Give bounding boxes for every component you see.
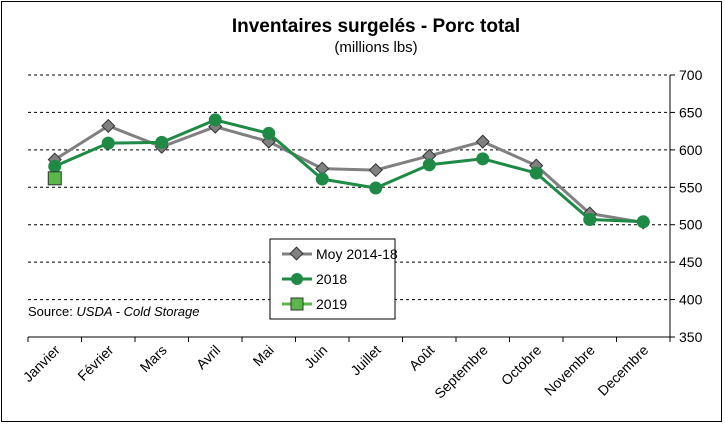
- data-point: [422, 158, 436, 172]
- x-axis: Janvier Février Mars Avril Mai Juin Juillet Aoû…: [20, 336, 671, 402]
- series-line: [54, 118, 644, 224]
- y-tick-label: 500: [679, 217, 703, 233]
- series-group: [47, 113, 651, 230]
- legend-label-moy: Moy 2014-18: [316, 246, 398, 262]
- data-point: [101, 136, 115, 150]
- x-tick-label: Mars: [137, 342, 170, 375]
- y-tick-label: 350: [679, 329, 703, 345]
- y-tick-label: 400: [679, 292, 703, 308]
- data-point: [368, 162, 383, 178]
- legend-marker-2019-square-icon: [290, 297, 304, 311]
- data-point: [155, 135, 169, 149]
- legend: Moy 2014-18 2018 2019: [269, 238, 398, 320]
- source-name: USDA - Cold Storage: [76, 304, 199, 319]
- data-point: [476, 152, 490, 166]
- chart-subtitle: (millions lbs): [334, 39, 417, 56]
- legend-marker-moy-diamond-icon: [289, 246, 304, 261]
- y-tick-label: 650: [679, 104, 703, 120]
- source-note: Source: USDA - Cold Storage: [28, 304, 200, 319]
- data-point: [475, 134, 490, 149]
- y-tick-label: 550: [679, 179, 703, 195]
- data-point: [262, 126, 276, 140]
- x-tick-label: Decembre: [594, 342, 651, 399]
- y-tick-label: 700: [679, 67, 703, 83]
- data-point: [47, 171, 62, 186]
- x-tick-label: Juillet: [347, 342, 384, 379]
- data-point: [529, 166, 543, 180]
- x-tick-label: Avril: [193, 342, 223, 372]
- x-tick-label: Mai: [250, 342, 277, 369]
- y-tick-label: 600: [679, 142, 703, 158]
- data-point: [315, 172, 329, 186]
- series-line: [54, 124, 644, 224]
- gridlines: [28, 74, 670, 301]
- x-tick-label: Janvier: [20, 342, 63, 385]
- x-tick-label: Août: [406, 342, 438, 374]
- data-point: [208, 113, 222, 127]
- x-tick-label: Octobre: [498, 342, 545, 389]
- legend-label-2018: 2018: [316, 271, 347, 287]
- x-tick-label: Novembre: [541, 342, 598, 399]
- data-point: [369, 181, 383, 195]
- chart-title: Inventaires surgelés - Porc total: [232, 16, 520, 37]
- legend-marker-2018-circle-icon: [291, 273, 303, 285]
- data-point: [101, 118, 116, 133]
- data-point: [583, 212, 597, 226]
- data-point: [315, 161, 330, 176]
- source-prefix: Source:: [28, 304, 76, 319]
- data-point: [422, 148, 437, 163]
- legend-label-2019: 2019: [316, 296, 347, 312]
- x-tick-label: Septembre: [431, 342, 491, 402]
- data-point: [636, 215, 650, 229]
- data-point: [48, 159, 62, 173]
- x-tick-label: Février: [74, 342, 116, 384]
- y-axis: 350 400 450 500 550 600 650 700: [669, 67, 703, 345]
- x-tick-label: Juin: [301, 342, 330, 371]
- y-tick-label: 450: [679, 254, 703, 270]
